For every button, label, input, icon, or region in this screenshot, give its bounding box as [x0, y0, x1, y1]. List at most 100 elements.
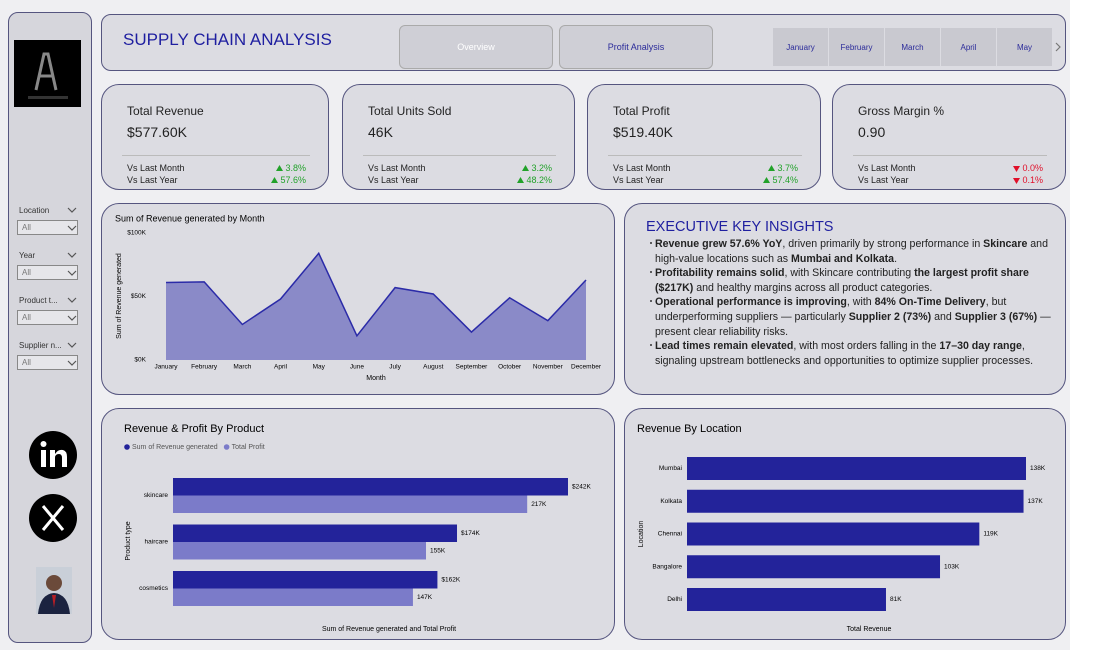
kpi-title: Gross Margin %	[858, 104, 945, 118]
chevron-path	[67, 360, 77, 366]
kpi-row-label: Vs Last Month	[127, 163, 185, 173]
insight-text: , with	[846, 296, 875, 309]
bar	[173, 495, 528, 513]
kpi-card: Total Profit $519.40K Vs Last Month 3.7% Vs …	[587, 84, 821, 190]
chevron	[67, 315, 77, 321]
insight-bullet: Operational performance is improving, wi…	[650, 295, 1053, 339]
nav-button[interactable]: Overview	[399, 25, 553, 69]
insights-list: Revenue grew 57.6% YoY, driven primarily…	[650, 237, 1053, 368]
value-label: 138K	[1030, 465, 1046, 472]
legend-marker	[223, 444, 230, 450]
chevron-path	[67, 225, 77, 231]
kpi-card: Total Revenue $577.60K Vs Last Month 3.8% Vs…	[101, 84, 329, 190]
bar	[687, 588, 886, 611]
kpi-change: 57.6%	[280, 175, 306, 185]
insight-text: Mumbai and Kolkata	[791, 252, 895, 265]
slicer-box[interactable]: All	[17, 220, 78, 235]
chevron	[67, 297, 77, 303]
chevron-path	[1055, 42, 1061, 52]
value-label: 217K	[531, 501, 547, 508]
y-tick-label: Delhi	[667, 596, 682, 603]
value-label: $174K	[461, 530, 480, 537]
bar	[687, 555, 941, 579]
kpi-card: Total Units Sold 46K Vs Last Month 3.2% Vs L…	[342, 84, 575, 190]
area-fill	[166, 253, 586, 360]
y-tick-label: $100K	[127, 230, 146, 237]
slicer-box[interactable]: All	[17, 265, 78, 280]
x-axis-title: Sum of Revenue generated and Total Profi…	[322, 626, 456, 633]
trend-triangle	[1013, 166, 1020, 172]
insight-text: , driven primarily by strong performance…	[782, 238, 984, 250]
x-axis-title: Total Revenue	[847, 626, 892, 633]
insight-bullet: Revenue grew 57.6% YoY, driven primarily…	[650, 237, 1053, 266]
trend-arrow	[522, 165, 529, 171]
kpi-row-label: Vs Last Month	[858, 163, 916, 173]
x-tick-label: March	[233, 364, 251, 371]
value-label: 81K	[890, 596, 902, 603]
trend-arrow	[1013, 178, 1020, 184]
slicer-label: Supplier n...	[19, 341, 62, 350]
trend-arrow	[763, 177, 770, 183]
bar	[173, 524, 458, 542]
trend-arrow	[517, 177, 524, 183]
chart-panel: Revenue By Location Location Total Revenue…	[624, 408, 1066, 640]
month-button[interactable]: February	[829, 28, 884, 66]
social-icons	[29, 431, 77, 614]
chevron	[67, 270, 77, 276]
insights-title: EXECUTIVE KEY INSIGHTS	[646, 219, 834, 235]
value-label: 147K	[417, 594, 433, 601]
insight-text: Lead times remain elevated	[655, 340, 794, 353]
kpi-divider	[122, 155, 310, 156]
value-label: 103K	[944, 563, 960, 570]
kpi-row-label: Vs Last Year	[127, 175, 178, 185]
kpi-row-label: Vs Last Month	[613, 163, 671, 173]
y-axis-title: Location	[638, 521, 645, 548]
x-tick-label: May	[313, 364, 326, 371]
insight-text: Supplier 2 (73%)	[848, 310, 932, 323]
x-tick-label: January	[154, 364, 178, 371]
x-tick-label: February	[191, 364, 218, 371]
insight-text: .	[894, 252, 898, 265]
insight-text: Revenue grew 57.6% YoY	[655, 238, 783, 250]
month-button[interactable]: March	[885, 28, 940, 66]
legend-marker	[124, 444, 130, 450]
kpi-row-label: Vs Last Year	[368, 175, 419, 185]
chevron-path	[67, 207, 77, 213]
insight-text: , but underperforming suppliers — partic…	[655, 296, 1007, 323]
slicer-value: All	[22, 358, 31, 367]
chart: Revenue By Location Location Total Revenue…	[637, 423, 1046, 633]
trend-triangle	[276, 165, 283, 171]
month-button[interactable]: April	[941, 28, 996, 66]
slicer-box[interactable]: All	[17, 355, 78, 370]
insight-text: 17–30 day range	[939, 340, 1022, 353]
chart: Sum of Revenue generated by Month Sum of …	[115, 213, 602, 381]
insight-text: Profitability remains solid	[655, 267, 785, 280]
chevron-path	[67, 270, 77, 276]
trend-arrow	[768, 165, 775, 171]
kpi-title: Total Revenue	[127, 104, 204, 118]
y-tick-label: Mumbai	[659, 465, 682, 472]
bullet-dot	[650, 300, 652, 303]
kpi-value: 46K	[368, 124, 393, 140]
kpi-title: Total Profit	[613, 104, 670, 118]
nav-button[interactable]: Profit Analysis	[559, 25, 713, 69]
trend-triangle	[768, 165, 775, 171]
value-label: $242K	[572, 483, 591, 490]
insight-text: , signaling upstream bottlenecks and opp…	[655, 340, 1034, 367]
kpi-change: 3.2%	[531, 163, 552, 173]
month-button[interactable]: January	[773, 28, 828, 66]
y-tick-label: Kolkata	[660, 498, 682, 505]
month-button[interactable]: May	[997, 28, 1052, 66]
y-tick-label: haircare	[145, 539, 169, 546]
bullet-dot	[650, 271, 652, 274]
value-label: $162K	[441, 576, 460, 583]
chevron	[67, 225, 77, 231]
insight-text: , with Skincare contributing	[784, 267, 915, 280]
bar	[173, 588, 413, 606]
trend-triangle	[522, 165, 529, 171]
slicer-box[interactable]: All	[17, 310, 78, 325]
kpi-title: Total Units Sold	[368, 104, 452, 118]
y-tick-label: $50K	[131, 293, 147, 300]
kpi-divider	[853, 155, 1047, 156]
chart: Revenue & Profit By Product Product type S…	[124, 423, 591, 633]
